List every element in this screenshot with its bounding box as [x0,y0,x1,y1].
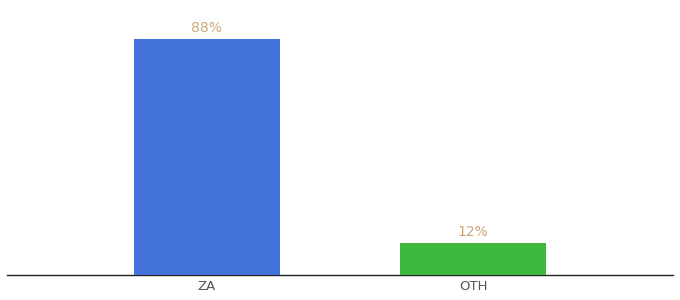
Bar [133,39,280,275]
Bar [400,243,547,275]
Text: 12%: 12% [458,225,489,239]
Text: 88%: 88% [191,21,222,35]
